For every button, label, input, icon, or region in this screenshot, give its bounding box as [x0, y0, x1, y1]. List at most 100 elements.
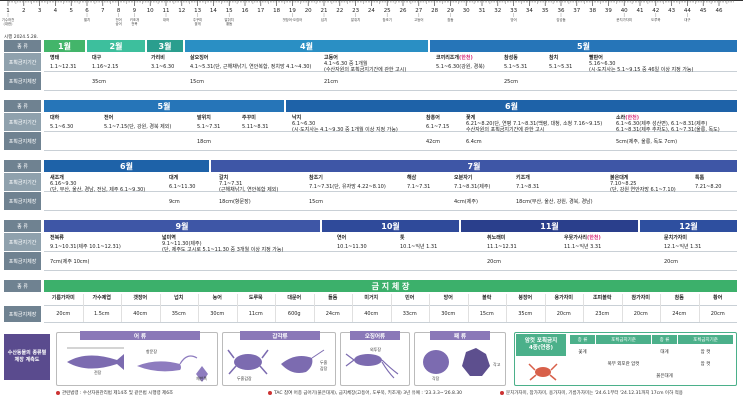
ruler-species-note: 참돔: [447, 17, 453, 22]
closed-period: 5.1~7.31: [197, 124, 221, 130]
species-name: 대하: [50, 115, 60, 121]
fish-label-disc: 체반폭: [196, 376, 208, 381]
species-name: 붉은대게: [610, 175, 629, 181]
min-length: 30cm: [441, 311, 456, 317]
closed-period: 10.1~11.30: [337, 244, 367, 250]
min-length: 20cm: [633, 311, 648, 317]
min-length: 15cm: [479, 311, 494, 317]
length-label: 포획금지체장: [4, 306, 41, 322]
ruler-tick-label: 41: [637, 8, 644, 14]
badge-line-2: 체장 계측도: [14, 357, 40, 363]
min-length: 18cm: [197, 139, 211, 145]
crust-label-1: 두흉갑장: [237, 376, 252, 381]
fish-label-total: 전장: [94, 370, 102, 375]
closed-period: 7.21~8.20: [695, 184, 722, 190]
female-ban-cell: 꽃게: [578, 350, 587, 355]
closed-period: 7.1~7.31(단, 유자망 4.22~8.10): [309, 184, 386, 190]
species-name: 낙지: [292, 115, 302, 121]
species-name: 문치가자미: [664, 235, 688, 241]
month-header-dec: 12월: [640, 220, 737, 232]
ruler-tick-label: 4: [54, 8, 58, 14]
period-label: 포획금지기간: [4, 173, 41, 191]
closed-period: 7.1~7.31: [407, 184, 431, 190]
closed-period: 11.1~12.31: [487, 244, 517, 250]
female-ban-col-header: 포획금지기준: [596, 335, 651, 344]
closed-period: 10.1~익년 1.31: [400, 244, 438, 250]
ruler-tick-label: 7: [101, 8, 105, 14]
species-name: 톳: [400, 235, 405, 241]
month-header-apr: 4월: [185, 40, 428, 52]
closed-period: 6.16~9.30: [50, 181, 77, 187]
min-length: 4cm(제주): [454, 199, 478, 205]
species-name: 연어: [337, 235, 347, 241]
ruler-species-note: 말쥐치: [225, 17, 234, 22]
shellfish-guide-title: 패 류: [430, 331, 490, 340]
female-ban-cell: 암 컷: [700, 362, 711, 367]
min-length: 600g: [287, 311, 301, 317]
species-name: 방어: [443, 295, 453, 301]
ruler-species-note: 갯장어·오징어: [283, 17, 303, 22]
species-name: 용가자미: [554, 295, 573, 301]
species-name: 해삼: [407, 175, 417, 181]
ruler-species-note: 넙치: [321, 17, 327, 22]
min-length: 7cm(제주 10cm): [50, 259, 90, 265]
ruler-species-note: 전복: [131, 21, 137, 26]
min-length: 20cm: [487, 259, 501, 265]
month-header-may: 5월: [44, 100, 284, 112]
closed-period: 5.1~5.31: [504, 64, 528, 70]
closed-period: 12.1~익년 1.31: [664, 244, 702, 250]
closed-period-note: (근해채낚기, 연안복합 제외): [219, 187, 279, 193]
effective-date-stamp: 시행 2024.5.28.: [4, 35, 39, 40]
ruler-tick-label: 2: [22, 8, 26, 14]
min-length: 20cm: [664, 259, 678, 265]
ruler-tick-label: 8: [117, 8, 121, 14]
min-length: 18cm(부산, 울산, 강원, 경북, 경남): [516, 199, 593, 205]
ruler-tick-label: 30: [463, 8, 470, 14]
species-name: 참성동: [504, 55, 518, 61]
ruler-tick-label: 10: [147, 8, 154, 14]
ruler-tick-label: 35: [542, 8, 549, 14]
closed-period-note: (시·도지사는 4.1~9.30 중 1개월 이상 지정 가능): [292, 127, 398, 133]
female-ban-col-header: 종 류: [570, 335, 595, 344]
closed-period-note: (단, 부산, 울산, 경남, 전남, 제주 6.1~9.30): [50, 187, 146, 193]
species-label: 종 류: [4, 280, 41, 292]
ruler-species-note: 키조개: [130, 17, 139, 22]
crust-label-3: 갑장: [320, 366, 328, 371]
min-length: 1.5cm: [93, 311, 110, 317]
female-ban-cell: [596, 370, 651, 382]
ruler-species-note: 방어: [510, 17, 516, 22]
footnote-law: 관련법령 : 수산자원관리법 제14조 및 같은법 시행령 제6조: [56, 390, 173, 396]
min-length: 23cm: [595, 311, 610, 317]
ruler-tick-label: 34: [526, 8, 533, 14]
species-name: 볼락: [482, 295, 492, 301]
species-name: 참치: [549, 55, 559, 61]
species-name: 빨판어: [589, 55, 603, 61]
ruler-tick-label: 14: [210, 8, 217, 14]
closed-period-note: (단, 강원 연안자망 6.1~7.10): [610, 187, 676, 193]
month-header-feb: 2월: [87, 40, 145, 52]
species-label: 종 류: [4, 40, 41, 52]
closed-period: 7.1~8.31(제주): [454, 184, 491, 190]
ruler-tick-label: 18: [273, 8, 280, 14]
ruler-species-note: 대하: [163, 17, 170, 22]
ruler-species-note: 감성돔: [556, 17, 565, 22]
ruler-tick-label: 28: [431, 8, 438, 14]
species-name: 키조개: [516, 175, 530, 181]
min-length: 20cm: [556, 311, 571, 317]
period-label: 포획금지기간: [4, 113, 41, 131]
female-ban-title: 암컷 포획금지 4종(연중): [516, 334, 566, 356]
closed-period: 6.1~11.30: [169, 184, 196, 190]
ruler-species-note: 고등어: [414, 17, 423, 22]
female-ban-cell: 붉은대게: [656, 374, 673, 379]
ruler-tick-label: 13: [194, 8, 201, 14]
fish-label-anal: 항문장: [146, 349, 158, 354]
ruler-tick-label: 6: [85, 8, 89, 14]
species-name: 소라(한천): [616, 115, 639, 121]
ruler-species-note: 대구: [684, 17, 690, 22]
species-name: 넓미역: [162, 235, 176, 241]
closed-period: 4.1~5.31(단, 근해채낚기, 연안복합, 정치망 4.1~4.30): [190, 64, 312, 70]
species-name: 톡톰: [695, 175, 705, 181]
length-label: 포획금지체장: [4, 72, 41, 90]
closed-period-note: (시·도지사는 5.1~9.15 중 46일 이상 지정 가능): [589, 67, 694, 73]
female-ban-cell: [570, 370, 595, 382]
